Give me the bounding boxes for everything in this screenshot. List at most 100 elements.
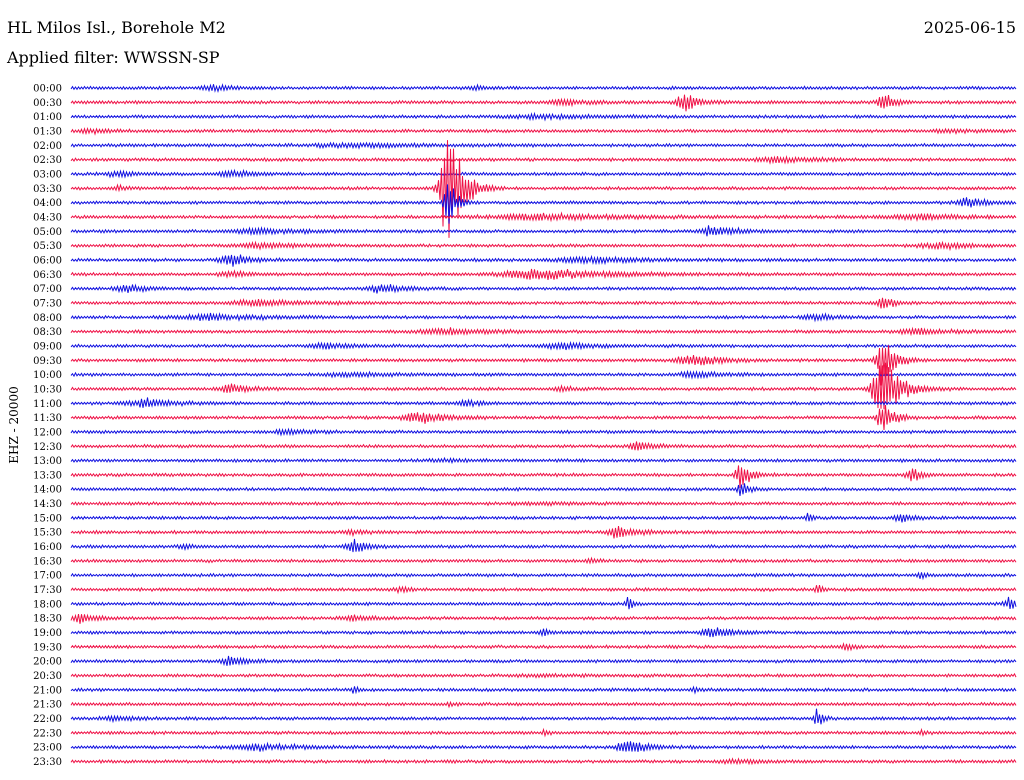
trace-05:00 — [70, 225, 1017, 237]
trace-08:30 — [70, 326, 1017, 337]
time-label: 10:00 — [33, 370, 62, 381]
filter-label: Applied filter: WWSSN-SP — [7, 48, 220, 67]
trace-12:30 — [70, 441, 1017, 451]
time-label-group: 00:00 00:30 01:00 01:30 02:00 02:30 03:00 03:30… — [33, 84, 62, 769]
time-label: 22:00 — [33, 714, 62, 725]
trace-06:00 — [70, 254, 1017, 267]
time-label: 20:30 — [33, 671, 62, 682]
trace-20:00 — [70, 655, 1017, 667]
trace-14:30 — [70, 500, 1017, 507]
time-label: 06:30 — [33, 270, 62, 281]
trace-17:00 — [70, 571, 1017, 581]
time-label: 01:00 — [33, 112, 62, 123]
trace-13:00 — [70, 456, 1017, 465]
time-label: 05:30 — [33, 241, 62, 252]
time-label: 04:30 — [33, 212, 62, 223]
time-label: 21:30 — [33, 700, 62, 711]
time-label: 18:30 — [33, 614, 62, 625]
time-label: 08:00 — [33, 313, 62, 324]
trace-16:00 — [70, 538, 1017, 553]
time-label: 11:30 — [33, 413, 62, 424]
trace-18:30 — [70, 613, 1017, 624]
time-label: 03:30 — [33, 184, 62, 195]
time-label: 21:00 — [33, 685, 62, 696]
trace-17:30 — [70, 584, 1017, 595]
time-label: 16:00 — [33, 542, 62, 553]
time-label: 13:00 — [33, 456, 62, 467]
trace-09:30 — [70, 345, 1017, 386]
trace-04:00 — [70, 184, 1017, 224]
trace-07:30 — [70, 297, 1017, 309]
trace-22:30 — [70, 727, 1017, 738]
time-label: 10:30 — [33, 384, 62, 395]
time-label: 19:00 — [33, 628, 62, 639]
trace-22:00 — [70, 708, 1017, 725]
trace-23:30 — [70, 757, 1017, 766]
trace-08:00 — [70, 311, 1017, 323]
trace-07:00 — [70, 283, 1017, 294]
trace-19:00 — [70, 627, 1017, 638]
trace-14:00 — [70, 483, 1017, 496]
trace-10:30 — [70, 362, 1017, 410]
trace-03:30 — [70, 140, 1017, 238]
trace-group — [70, 83, 1017, 766]
time-label: 14:30 — [33, 499, 62, 510]
trace-15:00 — [70, 512, 1017, 523]
trace-00:00 — [70, 83, 1017, 94]
time-label: 15:30 — [33, 528, 62, 539]
time-label: 07:00 — [33, 284, 62, 295]
trace-12:00 — [70, 427, 1017, 437]
time-label: 06:00 — [33, 255, 62, 266]
trace-15:30 — [70, 525, 1017, 539]
time-label: 20:00 — [33, 657, 62, 668]
record-date: 2025-06-15 — [923, 18, 1016, 37]
time-label: 12:30 — [33, 442, 62, 453]
trace-16:30 — [70, 556, 1017, 565]
trace-09:00 — [70, 340, 1017, 351]
time-label: 13:30 — [33, 470, 62, 481]
time-label: 08:30 — [33, 327, 62, 338]
trace-20:30 — [70, 672, 1017, 679]
trace-02:30 — [70, 155, 1017, 165]
trace-02:00 — [70, 141, 1017, 150]
trace-19:30 — [70, 641, 1017, 652]
time-label: 17:00 — [33, 571, 62, 582]
trace-21:30 — [70, 700, 1017, 709]
time-label: 07:30 — [33, 298, 62, 309]
trace-01:30 — [70, 126, 1017, 136]
trace-03:00 — [70, 168, 1017, 179]
time-label: 15:00 — [33, 513, 62, 524]
trace-04:30 — [70, 211, 1017, 223]
time-label: 23:30 — [33, 757, 62, 768]
trace-06:30 — [70, 268, 1017, 281]
time-label: 05:00 — [33, 227, 62, 238]
trace-21:00 — [70, 685, 1017, 695]
time-label: 04:00 — [33, 198, 62, 209]
time-label: 23:00 — [33, 743, 62, 754]
time-label: 01:30 — [33, 126, 62, 137]
trace-05:30 — [70, 240, 1017, 252]
time-label: 16:30 — [33, 556, 62, 567]
trace-11:30 — [70, 405, 1017, 431]
time-label: 00:00 — [33, 84, 62, 95]
trace-18:00 — [70, 596, 1017, 610]
station-title: HL Milos Isl., Borehole M2 — [7, 18, 226, 37]
time-label: 22:30 — [33, 728, 62, 739]
time-label: 17:30 — [33, 585, 62, 596]
trace-11:00 — [70, 397, 1017, 409]
trace-23:00 — [70, 741, 1017, 753]
time-label: 11:00 — [33, 399, 62, 410]
time-label: 14:00 — [33, 485, 62, 496]
trace-01:00 — [70, 111, 1017, 122]
time-label: 02:00 — [33, 141, 62, 152]
time-label: 00:30 — [33, 98, 62, 109]
trace-00:30 — [70, 94, 1017, 112]
trace-10:00 — [70, 369, 1017, 380]
trace-13:30 — [70, 465, 1017, 488]
time-label: 02:30 — [33, 155, 62, 166]
time-label: 09:00 — [33, 341, 62, 352]
time-label: 03:00 — [33, 169, 62, 180]
time-label: 19:30 — [33, 642, 62, 653]
time-label: 18:00 — [33, 599, 62, 610]
